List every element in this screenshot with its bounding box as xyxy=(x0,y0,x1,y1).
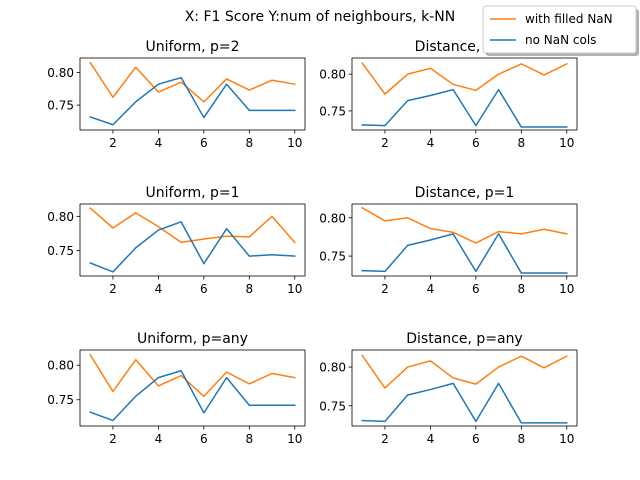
x-tick-label: 8 xyxy=(517,282,525,296)
x-tick-label: 6 xyxy=(472,432,480,446)
series-line-with-filled-nan xyxy=(361,62,568,95)
x-tick-label: 10 xyxy=(287,136,302,150)
axes-frame xyxy=(79,57,306,131)
figure-suptitle: X: F1 Score Y:num of neighbours, k-NN xyxy=(185,9,456,25)
subplot-1: Uniform, p=2 2 4 6 8 10 0.75 0.80 xyxy=(47,39,306,150)
y-tick-label: 0.75 xyxy=(319,104,346,118)
x-tick-label: 6 xyxy=(472,136,480,150)
x-tick-label: 2 xyxy=(109,282,117,296)
x-tick-label: 4 xyxy=(427,136,435,150)
x-tick-label: 10 xyxy=(287,282,302,296)
x-tick-label: 10 xyxy=(559,282,574,296)
series-line-no-nan-cols xyxy=(361,382,568,424)
series-line-with-filled-nan xyxy=(89,61,296,103)
series-line-no-nan-cols xyxy=(89,221,296,273)
x-tick-label: 4 xyxy=(427,432,435,446)
axes-frame xyxy=(79,203,306,277)
y-tick-label: 0.75 xyxy=(319,250,346,264)
subplot-title: Uniform, p=any xyxy=(137,331,248,347)
subplot-title: Distance, p=1 xyxy=(415,185,515,201)
legend-label-with-filled-nan: with filled NaN xyxy=(525,12,613,26)
series-line-with-filled-nan xyxy=(89,207,296,244)
y-tick-label: 0.80 xyxy=(319,211,346,225)
series-line-with-filled-nan xyxy=(361,354,568,389)
x-tick-label: 4 xyxy=(155,432,163,446)
y-tick-label: 0.80 xyxy=(319,361,346,375)
y-tick-label: 0.80 xyxy=(47,359,74,373)
series-line-no-nan-cols xyxy=(89,76,296,126)
subplot-5: Uniform, p=any 2 4 6 8 10 0.75 0.80 xyxy=(47,331,306,446)
subplot-4: Distance, p=1 2 4 6 8 10 0.75 0.80 xyxy=(319,185,578,296)
x-tick-label: 4 xyxy=(155,282,163,296)
x-tick-label: 6 xyxy=(200,282,208,296)
subplot-6: Distance, p=any 2 4 6 8 10 0.75 0.80 xyxy=(319,331,578,446)
legend: with filled NaN no NaN cols xyxy=(482,5,639,56)
y-tick-label: 0.75 xyxy=(319,399,346,413)
x-tick-label: 4 xyxy=(427,282,435,296)
series-line-with-filled-nan xyxy=(89,353,296,398)
subplot-3: Uniform, p=1 2 4 6 8 10 0.75 0.80 xyxy=(47,185,306,296)
y-tick-label: 0.80 xyxy=(47,66,74,80)
x-tick-label: 2 xyxy=(381,432,389,446)
x-tick-label: 8 xyxy=(245,136,253,150)
x-tick-label: 2 xyxy=(381,136,389,150)
axes-frame xyxy=(79,349,306,427)
y-tick-label: 0.75 xyxy=(47,393,74,407)
subplot-title: Uniform, p=2 xyxy=(145,39,239,55)
series-line-no-nan-cols xyxy=(361,233,568,274)
series-line-with-filled-nan xyxy=(361,206,568,244)
axes-frame xyxy=(351,57,578,131)
axes-frame xyxy=(351,203,578,277)
subplot-title: Distance, p=any xyxy=(406,331,522,347)
legend-box xyxy=(482,5,637,54)
x-tick-label: 4 xyxy=(155,136,163,150)
x-tick-label: 6 xyxy=(200,432,208,446)
y-tick-label: 0.80 xyxy=(47,210,74,224)
x-tick-label: 8 xyxy=(517,136,525,150)
x-tick-label: 6 xyxy=(472,282,480,296)
series-line-no-nan-cols xyxy=(89,369,296,422)
legend-label-no-nan-cols: no NaN cols xyxy=(525,33,596,47)
y-tick-label: 0.75 xyxy=(47,99,74,113)
axes-frame xyxy=(351,349,578,427)
x-tick-label: 8 xyxy=(245,432,253,446)
x-tick-label: 8 xyxy=(245,282,253,296)
x-tick-label: 2 xyxy=(109,432,117,446)
x-tick-label: 6 xyxy=(200,136,208,150)
subplot-title: Uniform, p=1 xyxy=(145,185,239,201)
x-tick-label: 2 xyxy=(381,282,389,296)
x-tick-label: 10 xyxy=(287,432,302,446)
y-tick-label: 0.75 xyxy=(47,244,74,258)
series-line-no-nan-cols xyxy=(361,88,568,128)
x-tick-label: 2 xyxy=(109,136,117,150)
x-tick-label: 10 xyxy=(559,136,574,150)
x-tick-label: 8 xyxy=(517,432,525,446)
x-tick-label: 10 xyxy=(559,432,574,446)
y-tick-label: 0.80 xyxy=(319,68,346,82)
